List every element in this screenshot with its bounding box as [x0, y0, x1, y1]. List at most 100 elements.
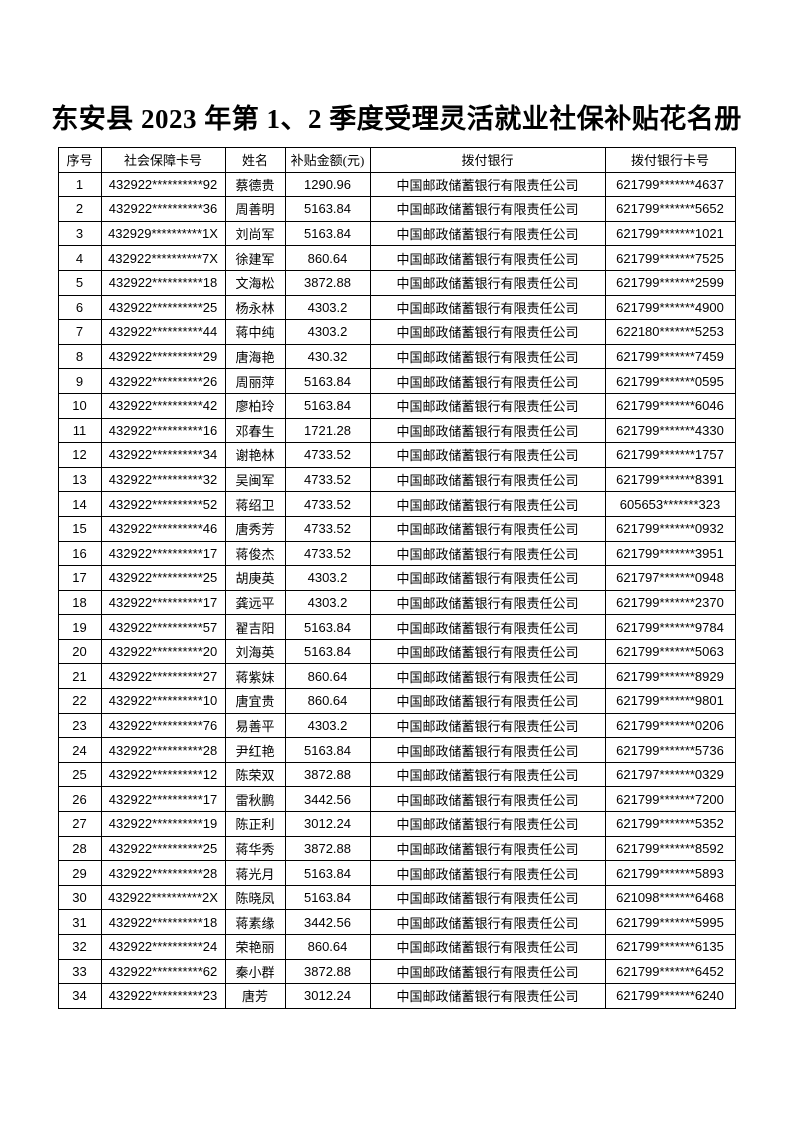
cell-bank-card: 621799*******6240 — [604, 983, 736, 1009]
table-row: 11 432922**********16 邓春生 1721.28 中国邮政储蓄银行有限… — [57, 417, 736, 444]
cell-name: 蒋俊杰 — [224, 540, 286, 567]
cell-name: 廖柏玲 — [224, 392, 286, 419]
cell-amount: 4733.52 — [284, 442, 371, 468]
cell-bank: 中国邮政储蓄银行有限责任公司 — [369, 368, 606, 394]
cell-bank-card: 621797*******0329 — [604, 761, 736, 788]
cell-bank-card: 621799*******8929 — [604, 663, 736, 690]
cell-index: 32 — [57, 934, 102, 960]
cell-index: 19 — [57, 614, 102, 640]
cell-amount: 3872.88 — [284, 761, 371, 788]
cell-bank: 中国邮政储蓄银行有限责任公司 — [369, 786, 606, 813]
cell-name: 吴闽军 — [224, 466, 286, 493]
cell-bank: 中国邮政储蓄银行有限责任公司 — [369, 958, 606, 985]
cell-social-card: 432922**********36 — [100, 196, 226, 222]
table-row: 15 432922**********46 唐秀芳 4733.52 中国邮政储蓄银行有限… — [57, 515, 736, 542]
cell-amount: 1290.96 — [284, 171, 371, 198]
cell-social-card: 432922**********52 — [100, 491, 226, 517]
cell-social-card: 432922**********29 — [100, 343, 226, 370]
cell-name: 陈荣双 — [224, 761, 286, 788]
cell-amount: 430.32 — [284, 343, 371, 370]
cell-social-card: 432922**********25 — [100, 294, 226, 321]
cell-amount: 1721.28 — [284, 417, 371, 444]
cell-bank-card: 621799*******8391 — [604, 466, 736, 493]
cell-amount: 3012.24 — [284, 983, 371, 1009]
table-row: 23 432922**********76 易善平 4303.2 中国邮政储蓄银行有限责… — [57, 712, 736, 739]
cell-bank: 中国邮政储蓄银行有限责任公司 — [369, 663, 606, 690]
cell-amount: 4733.52 — [284, 491, 371, 517]
cell-name: 蒋中纯 — [224, 319, 286, 345]
table-row: 17 432922**********25 胡庚英 4303.2 中国邮政储蓄银行有限责… — [57, 565, 736, 591]
cell-index: 33 — [57, 958, 102, 985]
table-row: 25 432922**********12 陈荣双 3872.88 中国邮政储蓄银行有限… — [57, 761, 736, 788]
cell-name: 徐建军 — [224, 245, 286, 271]
cell-index: 4 — [57, 245, 102, 271]
cell-name: 唐宜贵 — [224, 688, 286, 714]
cell-amount: 4733.52 — [284, 466, 371, 493]
cell-bank-card: 605653*******323 — [604, 491, 736, 517]
table-row: 16 432922**********17 蒋俊杰 4733.52 中国邮政储蓄银行有限… — [57, 540, 736, 567]
cell-bank-card: 621799*******1757 — [604, 442, 736, 468]
cell-amount: 5163.84 — [284, 638, 371, 665]
cell-name: 秦小群 — [224, 958, 286, 985]
table-row: 9 432922**********26 周丽萍 5163.84 中国邮政储蓄银行有限责… — [57, 368, 736, 394]
table-row: 32 432922**********24 荣艳丽 860.64 中国邮政储蓄银行有限责… — [57, 934, 736, 960]
cell-social-card: 432922**********7X — [100, 245, 226, 271]
cell-bank-card: 621799*******5736 — [604, 737, 736, 763]
cell-amount: 4733.52 — [284, 540, 371, 567]
cell-bank: 中国邮政储蓄银行有限责任公司 — [369, 294, 606, 321]
cell-amount: 3872.88 — [284, 958, 371, 985]
cell-amount: 5163.84 — [284, 884, 371, 911]
table-row: 14 432922**********52 蒋绍卫 4733.52 中国邮政储蓄银行有限… — [57, 491, 736, 517]
cell-bank-card: 621799*******0932 — [604, 515, 736, 542]
cell-index: 6 — [57, 294, 102, 321]
cell-name: 文海松 — [224, 269, 286, 296]
cell-bank: 中国邮政储蓄银行有限责任公司 — [369, 196, 606, 222]
cell-index: 22 — [57, 688, 102, 714]
cell-bank-card: 621799*******7200 — [604, 786, 736, 813]
cell-bank-card: 621799*******9784 — [604, 614, 736, 640]
table-row: 19 432922**********57 翟吉阳 5163.84 中国邮政储蓄银行有限… — [57, 614, 736, 640]
cell-name: 胡庚英 — [224, 565, 286, 591]
cell-index: 14 — [57, 491, 102, 517]
page-title: 东安县 2023 年第 1、2 季度受理灵活就业社保补贴花名册 — [51, 104, 742, 134]
cell-bank: 中国邮政储蓄银行有限责任公司 — [369, 737, 606, 763]
cell-social-card: 432922**********12 — [100, 761, 226, 788]
cell-bank: 中国邮政储蓄银行有限责任公司 — [369, 589, 606, 616]
cell-bank-card: 621797*******0948 — [604, 565, 736, 591]
cell-bank-card: 621799*******6046 — [604, 392, 736, 419]
cell-bank-card: 621799*******2370 — [604, 589, 736, 616]
cell-bank: 中国邮政储蓄银行有限责任公司 — [369, 835, 606, 862]
cell-name: 蒋华秀 — [224, 835, 286, 862]
cell-amount: 860.64 — [284, 245, 371, 271]
header-name: 姓名 — [224, 147, 286, 173]
cell-bank: 中国邮政储蓄银行有限责任公司 — [369, 466, 606, 493]
cell-bank: 中国邮政储蓄银行有限责任公司 — [369, 565, 606, 591]
cell-bank-card: 622180*******5253 — [604, 319, 736, 345]
table-row: 4 432922**********7X 徐建军 860.64 中国邮政储蓄银行有限责任… — [57, 245, 736, 271]
table-row: 7 432922**********44 蒋中纯 4303.2 中国邮政储蓄银行有限责任… — [57, 319, 736, 345]
cell-name: 翟吉阳 — [224, 614, 286, 640]
cell-index: 15 — [57, 515, 102, 542]
cell-bank-card: 621799*******4330 — [604, 417, 736, 444]
header-bank: 拨付银行 — [369, 147, 606, 173]
cell-index: 3 — [57, 220, 102, 247]
cell-social-card: 432922**********62 — [100, 958, 226, 985]
cell-social-card: 432922**********76 — [100, 712, 226, 739]
cell-amount: 3872.88 — [284, 835, 371, 862]
cell-index: 12 — [57, 442, 102, 468]
cell-social-card: 432922**********19 — [100, 811, 226, 837]
cell-name: 刘尚军 — [224, 220, 286, 247]
table-row: 21 432922**********27 蒋紫妹 860.64 中国邮政储蓄银行有限责… — [57, 663, 736, 690]
cell-social-card: 432922**********32 — [100, 466, 226, 493]
header-row: 序号 社会保障卡号 姓名 补贴金额(元) 拨付银行 拨付银行卡号 — [57, 147, 736, 173]
cell-name: 陈晓凤 — [224, 884, 286, 911]
cell-amount: 3012.24 — [284, 811, 371, 837]
table-body: 1 432922**********92 蔡德贵 1290.96 中国邮政储蓄银行有限责… — [57, 171, 736, 1009]
cell-index: 23 — [57, 712, 102, 739]
cell-bank-card: 621799*******8592 — [604, 835, 736, 862]
cell-social-card: 432922**********27 — [100, 663, 226, 690]
cell-name: 蔡德贵 — [224, 171, 286, 198]
cell-amount: 5163.84 — [284, 614, 371, 640]
cell-name: 谢艳林 — [224, 442, 286, 468]
cell-bank-card: 621799*******5995 — [604, 909, 736, 935]
